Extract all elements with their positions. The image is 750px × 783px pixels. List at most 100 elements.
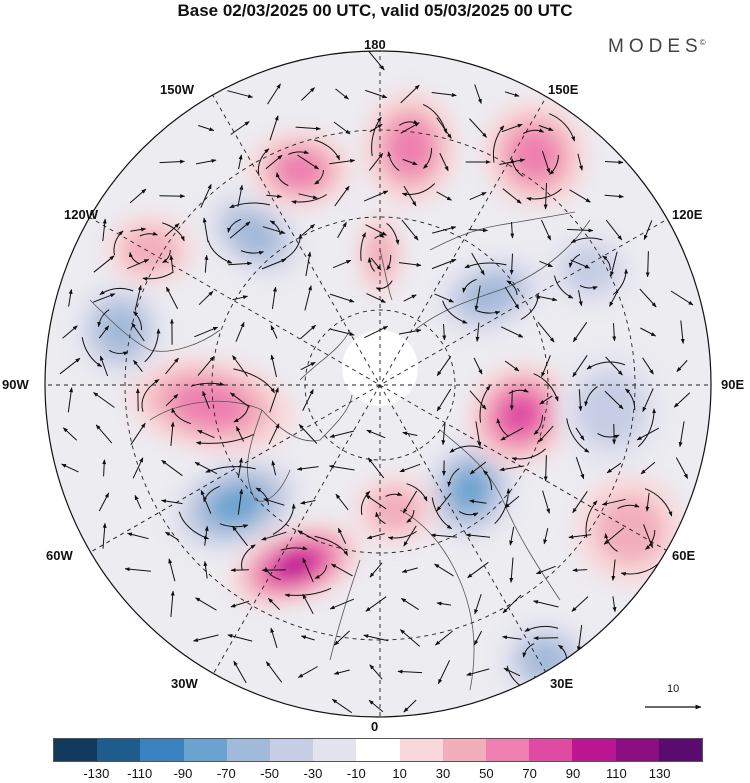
wind-arrow <box>288 150 310 155</box>
wind-arrow <box>585 500 598 538</box>
wind-arrow <box>483 470 493 491</box>
wind-arrow <box>102 459 107 477</box>
wind-arrow <box>230 600 250 608</box>
wind-arrow <box>572 568 588 573</box>
wind-arrow <box>612 596 617 613</box>
wind-arrow <box>597 432 620 439</box>
wind-arrow <box>261 258 287 270</box>
wind-arrow <box>304 285 312 311</box>
colorbar-tick-label: 90 <box>565 766 581 781</box>
wind-arrow <box>436 117 452 139</box>
wind-arrow <box>67 387 74 413</box>
wind-arrow <box>270 354 277 378</box>
wind-arrow <box>275 172 289 187</box>
wind-arrow <box>228 261 253 266</box>
wind-arrow <box>162 222 185 242</box>
wind-arrow <box>168 558 176 582</box>
wind-arrow <box>541 150 551 174</box>
wind-arrow <box>269 115 279 141</box>
wind-arrow <box>501 123 523 133</box>
colorbar-swatch <box>442 739 487 761</box>
wind-arrow <box>406 509 415 523</box>
wind-arrow <box>568 534 592 539</box>
wind-arrow <box>194 461 218 475</box>
wind-arrow <box>578 290 583 307</box>
wind-arrow <box>397 669 423 674</box>
lon-label-60w: 60W <box>46 548 73 563</box>
wind-arrow <box>499 158 526 165</box>
wind-arrow <box>227 634 253 642</box>
wind-arrow <box>366 533 385 540</box>
wind-arrow <box>204 254 209 273</box>
wind-arrow <box>475 421 482 448</box>
wind-arrow <box>102 218 107 242</box>
wind-arrow <box>620 563 659 576</box>
wind-arrow <box>540 219 552 241</box>
wind-arrow <box>541 355 551 378</box>
wind-arrow <box>401 183 436 197</box>
wind-arrow <box>237 184 244 207</box>
wind-arrow <box>398 262 422 267</box>
wind-arrow <box>301 224 315 236</box>
wind-arrow <box>602 255 611 271</box>
wind-arrow <box>434 293 454 303</box>
wind-arrow <box>202 390 210 409</box>
wind-arrow <box>398 328 422 335</box>
wind-arrow <box>403 525 417 547</box>
wind-arrow <box>642 388 654 413</box>
wind-arrow <box>360 491 371 516</box>
wind-arrow <box>645 492 650 512</box>
wind-arrow <box>473 357 483 375</box>
wind-arrow <box>365 224 387 236</box>
colorbar-swatch <box>313 739 357 761</box>
lon-label-150w: 150W <box>160 82 194 97</box>
colorbar-tick-label: -90 <box>173 766 193 781</box>
wind-arrow <box>500 427 524 441</box>
wind-arrow <box>471 252 485 276</box>
wind-arrow <box>523 128 545 135</box>
wind-arrow <box>329 328 355 336</box>
lon-label-90w: 90W <box>2 377 29 392</box>
lon-label-180: 180 <box>364 37 386 52</box>
wind-arrow <box>371 116 382 157</box>
wind-arrow <box>297 530 319 542</box>
wind-arrow <box>365 89 388 99</box>
wind-arrow <box>604 194 624 199</box>
wind-arrow <box>124 567 151 572</box>
wind-arrow <box>617 503 640 510</box>
wind-arrow <box>203 561 208 579</box>
lon-label-60e: 60E <box>672 548 696 563</box>
wind-arrow <box>363 634 389 642</box>
wind-arrow <box>554 275 574 299</box>
colorbar-tick-label: -30 <box>303 766 323 781</box>
wind-arrow <box>538 425 554 443</box>
wind-arrow <box>400 597 419 611</box>
wind-arrow <box>385 492 403 497</box>
colorbar-swatch <box>226 739 271 761</box>
wind-arrow <box>441 423 446 446</box>
wind-arrow <box>431 497 453 530</box>
wind-arrow <box>474 593 482 615</box>
wind-arrow <box>605 356 623 376</box>
wind-arrow <box>269 220 281 236</box>
wind-arrow <box>171 407 192 425</box>
wind-arrow <box>575 427 585 441</box>
wind-arrow <box>509 526 515 546</box>
wind-arrow <box>439 152 449 172</box>
wind-arrow <box>645 529 656 550</box>
wind-arrow <box>676 360 688 372</box>
wind-arrow <box>62 427 78 441</box>
wind-arrow <box>232 525 248 547</box>
wind-arrow <box>604 533 618 552</box>
wind-arrow <box>363 190 389 202</box>
wind-arrow <box>62 325 78 339</box>
wind-arrow <box>170 590 175 617</box>
wind-arrow <box>442 300 468 324</box>
wind-arrow <box>265 661 283 683</box>
wind-arrow <box>644 488 673 517</box>
wind-arrow <box>570 259 591 269</box>
wind-arrow <box>129 188 147 204</box>
colorbar-tick-label: -10 <box>346 766 366 781</box>
wind-arrow <box>503 667 521 677</box>
wind-arrow <box>612 323 617 342</box>
